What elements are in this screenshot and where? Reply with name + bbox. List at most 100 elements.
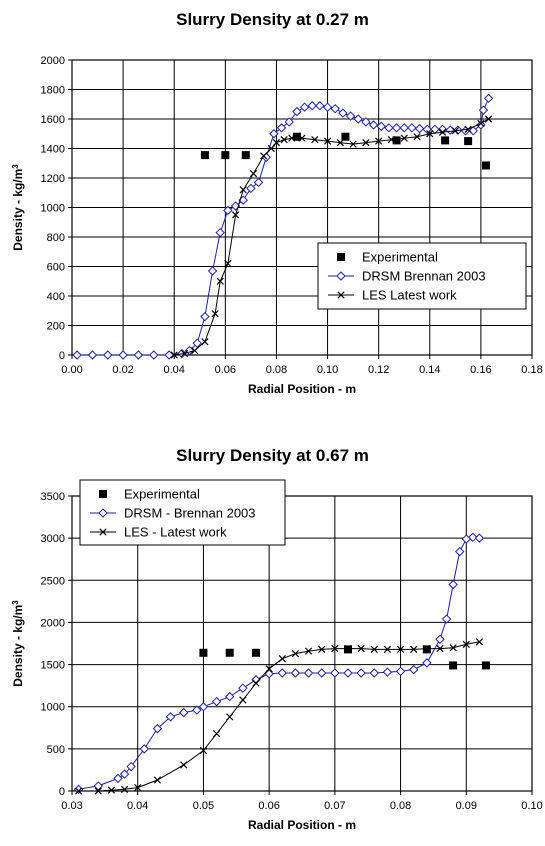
data-point	[441, 136, 450, 145]
data-point	[269, 129, 279, 139]
data-point	[201, 338, 209, 346]
data-point	[200, 151, 209, 160]
data-point	[225, 648, 234, 657]
data-point	[438, 128, 447, 136]
data-point	[211, 696, 222, 707]
data-point	[482, 661, 490, 670]
data-point	[180, 349, 189, 358]
data-point	[409, 664, 419, 675]
data-point	[241, 151, 250, 160]
data-point	[238, 683, 248, 693]
ytick-label: 2000	[41, 617, 65, 629]
data-point	[272, 138, 281, 147]
data-point	[331, 644, 339, 653]
data-point	[464, 137, 473, 146]
data-point	[422, 658, 432, 668]
data-point	[126, 761, 136, 772]
data-point	[464, 125, 472, 133]
data-point	[139, 744, 149, 754]
data-point	[392, 136, 401, 145]
data-point	[410, 645, 418, 654]
ytick-label: 400	[47, 291, 65, 303]
plot-frame	[71, 495, 533, 792]
series-1	[200, 132, 490, 170]
data-point	[253, 177, 264, 188]
data-point	[341, 132, 350, 141]
data-point	[246, 183, 256, 194]
data-point	[344, 644, 352, 653]
legend-label: DRSM Brennan 2003	[362, 269, 486, 284]
xtick-label: 0.06	[258, 800, 279, 812]
ytick-label: 1000	[41, 203, 65, 215]
legend: Experimental DRSM Brennan 2003 LES Latest …	[317, 242, 527, 310]
data-point	[304, 647, 313, 655]
data-point	[449, 644, 457, 652]
xtick-label: 0.10	[317, 364, 338, 376]
ytick-label: 1600	[41, 114, 65, 126]
ytick-label: 2500	[41, 575, 65, 587]
data-point	[226, 713, 234, 721]
y-axis-label-superscript: 3	[11, 164, 20, 169]
x-axis-label: Radial Position - m	[248, 818, 356, 832]
data-point	[370, 645, 378, 654]
data-point	[291, 649, 300, 658]
data-point	[387, 136, 396, 144]
data-point	[407, 123, 417, 133]
data-point	[276, 123, 287, 133]
data-point	[330, 668, 340, 678]
data-point	[277, 668, 287, 678]
data-point	[384, 123, 394, 133]
chart-1-title: Slurry Density at 0.27 m	[176, 10, 369, 29]
data-point	[298, 134, 306, 142]
xtick-label: 0.04	[127, 800, 148, 812]
chart-1-plot: 0 200 400 600 800 1000 1200 1400 1600 1800 2000 0.0…	[11, 55, 543, 396]
data-point	[383, 645, 392, 654]
data-point	[231, 211, 240, 219]
data-point	[278, 655, 286, 663]
plot-frame	[71, 59, 533, 356]
chart-2-title: Slurry Density at 0.67 m	[176, 446, 369, 465]
data-point	[460, 126, 471, 136]
xtick-label: 0.05	[193, 800, 214, 812]
legend-marker	[98, 508, 108, 518]
data-point	[225, 691, 235, 702]
xtick-label: 0.03	[61, 800, 82, 812]
xtick-label: 0.08	[390, 800, 411, 812]
data-point	[212, 730, 221, 738]
data-point	[152, 723, 163, 734]
xtick-label: 0.14	[419, 364, 440, 376]
legend-marker	[99, 528, 107, 536]
data-point	[200, 311, 210, 322]
ytick-label: 2000	[41, 55, 65, 67]
data-point	[119, 769, 130, 779]
data-point	[435, 634, 445, 644]
series-2	[73, 532, 485, 795]
data-point	[239, 696, 247, 704]
data-point	[436, 644, 444, 653]
ytick-label: 1800	[41, 85, 65, 97]
data-point	[149, 350, 159, 360]
legend-label: LES - Latest work	[124, 525, 227, 540]
data-point	[315, 101, 325, 111]
xtick-label: 0.08	[266, 364, 287, 376]
data-point	[87, 350, 98, 360]
xtick-label: 0.06	[215, 364, 236, 376]
data-point	[94, 787, 102, 795]
ytick-label: 0	[59, 786, 65, 798]
data-point	[215, 227, 225, 238]
data-point	[264, 669, 274, 679]
data-point	[345, 111, 356, 121]
series-line	[78, 536, 480, 790]
data-point	[396, 645, 405, 654]
data-point	[478, 105, 489, 115]
data-point	[179, 707, 189, 718]
data-point	[449, 661, 458, 670]
data-point	[468, 532, 478, 543]
data-point	[221, 151, 230, 160]
data-point	[484, 115, 493, 123]
data-point	[400, 134, 408, 142]
data-point	[362, 138, 370, 147]
data-point	[223, 205, 233, 216]
data-point	[199, 648, 208, 657]
xtick-label: 0.10	[521, 800, 542, 812]
